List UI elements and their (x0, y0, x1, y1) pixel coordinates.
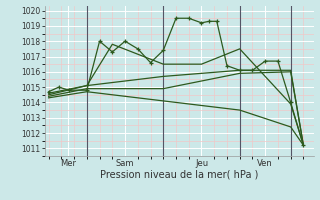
X-axis label: Pression niveau de la mer( hPa ): Pression niveau de la mer( hPa ) (100, 169, 258, 179)
